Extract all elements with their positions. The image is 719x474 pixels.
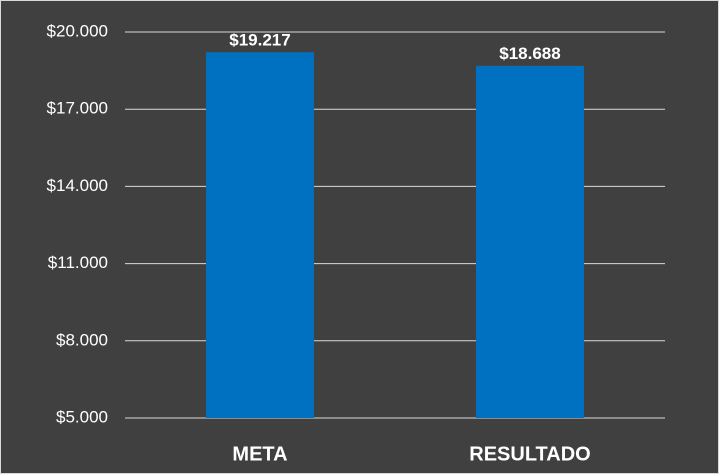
- bar: [476, 65, 584, 418]
- y-tick-label: $17.000: [47, 99, 108, 118]
- y-tick-label: $20.000: [47, 21, 108, 40]
- y-tick-label: $14.000: [47, 176, 108, 195]
- data-label: $19.217: [229, 31, 290, 50]
- y-tick-label: $8.000: [56, 330, 108, 349]
- bar: [206, 52, 314, 418]
- y-tick-label: $5.000: [56, 407, 108, 426]
- x-tick-label: META: [232, 443, 287, 465]
- y-tick-label: $11.000: [48, 253, 108, 272]
- data-label: $18.688: [499, 44, 560, 63]
- x-tick-label: RESULTADO: [469, 443, 590, 465]
